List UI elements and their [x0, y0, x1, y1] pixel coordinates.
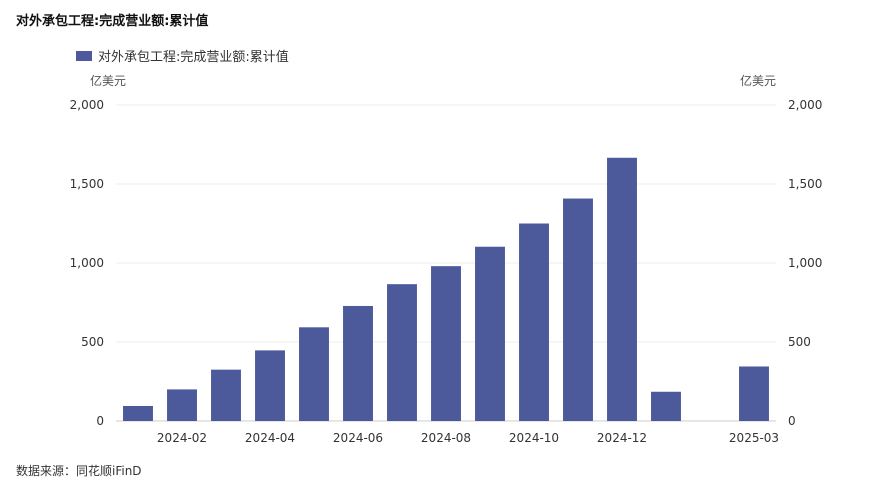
- x-tick-label: 2025-03: [729, 431, 779, 445]
- y-tick-label-right: 2,000: [788, 98, 822, 112]
- bar: [255, 350, 285, 421]
- x-tick-label: 2024-10: [509, 431, 559, 445]
- y-tick-label-right: 500: [788, 335, 811, 349]
- bar: [123, 405, 153, 421]
- x-tick-label: 2024-04: [245, 431, 295, 445]
- bar: [563, 198, 593, 421]
- bar: [299, 327, 329, 421]
- bar: [607, 157, 637, 421]
- y-tick-label-right: 0: [788, 414, 796, 428]
- bar: [651, 391, 681, 421]
- bar: [343, 305, 373, 421]
- y-tick-label-left: 1,000: [70, 256, 104, 270]
- chart-legend[interactable]: 对外承包工程:完成营业额:累计值: [76, 46, 289, 65]
- y-tick-label-right: 1,000: [788, 256, 822, 270]
- bar: [387, 284, 417, 421]
- y-tick-label-left: 0: [96, 414, 104, 428]
- data-source: 数据来源：同花顺iFinD: [16, 464, 142, 478]
- bar: [431, 266, 461, 421]
- bar: [739, 366, 769, 421]
- bar: [519, 223, 549, 421]
- legend-label: 对外承包工程:完成营业额:累计值: [98, 50, 289, 65]
- x-tick-label: 2024-12: [597, 431, 647, 445]
- x-tick-label: 2024-02: [157, 431, 207, 445]
- y-axis-unit-right: 亿美元: [739, 74, 776, 88]
- y-axis-unit-left: 亿美元: [90, 74, 127, 88]
- bar: [167, 389, 197, 421]
- bar: [211, 369, 241, 421]
- x-tick-label: 2024-06: [333, 431, 383, 445]
- y-tick-label-left: 2,000: [70, 98, 104, 112]
- chart-title: 对外承包工程:完成营业额:累计值: [16, 14, 209, 29]
- x-tick-label: 2024-08: [421, 431, 471, 445]
- y-tick-label-left: 500: [81, 335, 104, 349]
- legend-swatch: [76, 50, 92, 61]
- bar: [475, 246, 505, 421]
- y-tick-label-right: 1,500: [788, 177, 822, 191]
- y-tick-label-left: 1,500: [70, 177, 104, 191]
